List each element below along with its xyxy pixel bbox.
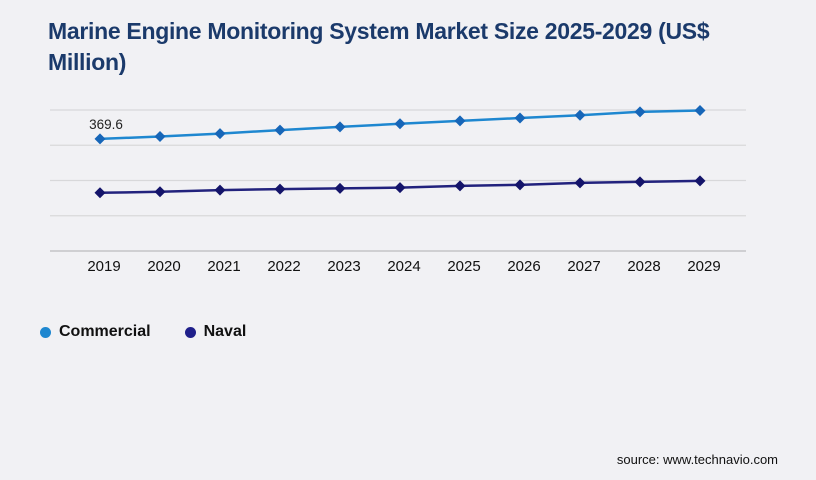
data-point-naval-2026[interactable]	[514, 179, 526, 191]
data-label: 369.6	[89, 117, 123, 132]
data-point-commercial-2023[interactable]	[334, 121, 346, 133]
legend-label-naval: Naval	[203, 323, 247, 340]
data-point-naval-2021[interactable]	[214, 184, 226, 196]
data-point-naval-2029[interactable]	[694, 175, 706, 187]
x-tick-label: 2027	[567, 258, 600, 275]
data-point-naval-2028[interactable]	[634, 176, 646, 188]
commercial-series-dot-icon	[40, 326, 51, 338]
x-tick-label: 2025	[447, 258, 480, 275]
data-point-naval-2027[interactable]	[574, 177, 586, 189]
source-credit: source: www.technavio.com	[616, 452, 778, 467]
x-tick-label: 2029	[687, 258, 720, 275]
x-tick-label: 2023	[327, 258, 360, 275]
data-point-naval-2019[interactable]	[94, 187, 106, 199]
data-point-naval-2020[interactable]	[154, 186, 166, 198]
data-point-commercial-2027[interactable]	[574, 109, 586, 121]
data-point-commercial-2028[interactable]	[634, 106, 646, 118]
data-point-commercial-2021[interactable]	[214, 128, 226, 140]
data-point-commercial-2026[interactable]	[514, 112, 526, 124]
x-tick-label: 2028	[627, 258, 660, 275]
data-point-commercial-2022[interactable]	[274, 124, 286, 136]
x-tick-label: 2022	[267, 258, 300, 275]
x-tick-label: 2026	[507, 258, 540, 275]
data-point-commercial-2020[interactable]	[154, 131, 166, 143]
legend-item-naval[interactable]: Naval	[184, 323, 247, 341]
legend-item-commercial[interactable]: Commercial	[40, 323, 151, 341]
data-point-commercial-2025[interactable]	[454, 115, 466, 127]
legend: Commercial Naval	[40, 323, 246, 341]
data-point-commercial-2024[interactable]	[394, 118, 406, 130]
data-point-commercial-2029[interactable]	[694, 104, 706, 116]
x-tick-label: 2024	[387, 258, 420, 275]
chart-title: Marine Engine Monitoring System Market S…	[48, 18, 710, 75]
x-tick-label: 2019	[87, 258, 120, 275]
data-point-naval-2025[interactable]	[454, 180, 466, 192]
data-point-naval-2022[interactable]	[274, 183, 286, 195]
legend-label-commercial: Commercial	[59, 323, 151, 340]
data-point-commercial-2019[interactable]	[94, 133, 106, 145]
x-tick-label: 2021	[207, 258, 240, 275]
data-point-naval-2023[interactable]	[334, 182, 346, 194]
data-point-naval-2024[interactable]	[394, 182, 406, 194]
naval-series-dot-icon	[184, 326, 196, 338]
x-tick-label: 2020	[147, 258, 180, 275]
